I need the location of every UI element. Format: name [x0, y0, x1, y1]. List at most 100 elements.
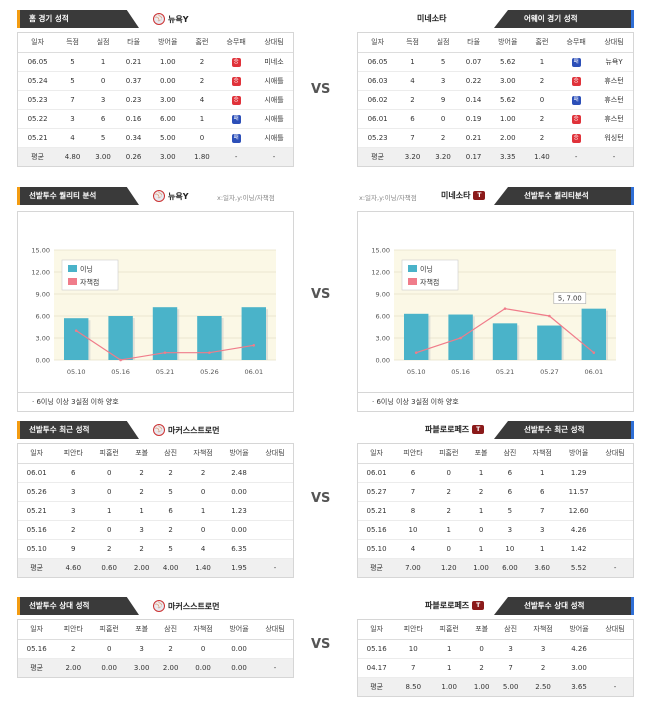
average-row: 평균 8.50 1.00 1.00 5.00 2.50 3.65-: [358, 677, 633, 696]
table-cell: 1: [466, 463, 496, 483]
line-point: [503, 307, 507, 310]
table-cell: 0: [526, 90, 558, 110]
column-header: 일자: [18, 620, 56, 640]
table-cell: 0.00: [221, 520, 257, 540]
average-cell: 1.80: [186, 147, 218, 166]
table-cell: 뉴욕Y: [595, 52, 633, 72]
average-cell: 7.00: [395, 558, 431, 577]
table-cell: 9: [55, 539, 92, 559]
x-tick-label: 05.10: [407, 368, 426, 376]
average-cell: 4.80: [57, 147, 88, 166]
table-cell: 2: [430, 482, 467, 502]
table-cell: 0: [91, 482, 128, 502]
average-cell: 3.20: [397, 147, 428, 166]
table-cell: 2: [185, 463, 222, 483]
result-cell: 승: [217, 90, 256, 110]
table-row: 06.05 1 5 0.07 5.62 1 패 뉴욕Y: [358, 52, 633, 72]
table-cell: 06.05: [358, 52, 398, 72]
line-point: [414, 351, 418, 354]
table-cell: 0: [427, 109, 459, 129]
table-row: 05.21 8 2 1 5 7 12.60: [358, 501, 633, 521]
table-cell: 2: [127, 539, 157, 559]
table-cell: 3.00: [488, 71, 527, 91]
average-cell: 1.40: [185, 558, 222, 577]
table-cell: 6: [156, 501, 186, 521]
baseball-logo-icon: ⚾: [153, 600, 165, 612]
table-cell: 2: [186, 52, 218, 72]
table-cell: 2: [397, 90, 428, 110]
column-header: 방어율: [221, 620, 257, 640]
average-cell: 5.52: [560, 558, 598, 577]
y-tick-label: 15.00: [31, 247, 50, 255]
table-cell: 6.00: [148, 109, 187, 129]
table-cell: 1: [185, 501, 222, 521]
average-cell: -: [217, 147, 256, 166]
table-cell: 1: [87, 52, 119, 72]
y-tick-label: 15.00: [371, 247, 390, 255]
table-cell: 05.16: [358, 520, 396, 540]
table-cell: 0: [430, 539, 467, 559]
average-cell: 1.95: [221, 558, 257, 577]
table-cell: 3: [87, 90, 119, 110]
panel-title: 선발투수 상대 성적: [17, 597, 139, 615]
win-badge: 승: [571, 133, 581, 143]
legend-label-earned-runs: 자책점: [80, 278, 99, 287]
quality-chart: 0.00 3.00 6.00 9.00 12.00 15.00 05.10 05.16 05.2…: [357, 211, 634, 393]
column-header: 상대팀: [256, 444, 293, 464]
column-header: 피안타: [395, 620, 432, 640]
average-cell: -: [597, 558, 633, 577]
table-cell: 0: [91, 520, 128, 540]
result-cell: 승: [217, 71, 256, 91]
column-header: 방어율: [561, 620, 597, 640]
average-row: 평균 4.80 3.00 0.26 3.00 1.80- -: [18, 147, 293, 166]
table-cell: 3: [127, 520, 157, 540]
bar-innings: [537, 325, 562, 360]
x-tick-label: 05.21: [156, 368, 175, 376]
table-cell: 3: [427, 71, 459, 91]
bar-innings: [63, 318, 89, 360]
table-cell: 1: [430, 520, 467, 540]
table-cell: 0.00: [148, 71, 187, 91]
pitcher-name: 마커스스트로먼: [168, 425, 220, 435]
table-cell: 2: [467, 658, 497, 678]
chart-note: · 6이닝 이상 3실점 이하 양호: [357, 393, 634, 412]
average-cell: 3.60: [524, 558, 561, 577]
table-cell: 05.26: [18, 482, 56, 502]
column-header: 삼진: [156, 444, 186, 464]
table-cell: 05.10: [358, 539, 396, 559]
line-point: [208, 351, 211, 354]
table-cell: 05.10: [18, 539, 56, 559]
column-header: 일자: [358, 444, 396, 464]
table-cell: 2: [526, 109, 558, 129]
table-cell: 휴스턴: [595, 71, 633, 91]
table-cell: 2.48: [221, 463, 257, 483]
y-tick-label: 9.00: [36, 291, 50, 299]
axis-hint: x:일자,y:이닝/자책점: [359, 194, 417, 202]
table-row: 06.01 6 0 0.19 1.00 2 승 휴스턴: [358, 109, 633, 129]
table-cell: 1: [524, 463, 561, 483]
table-cell: 05.24: [18, 71, 58, 91]
average-cell: -: [255, 147, 293, 166]
table-cell: 1: [524, 539, 561, 559]
x-tick-label: 06.01: [584, 368, 603, 376]
table-cell: 4.26: [560, 520, 598, 540]
panel-title: 홈 경기 성적: [17, 10, 139, 28]
average-cell: -: [595, 147, 633, 166]
table-row: 05.16 2 0 3 2 0 0.00: [18, 520, 293, 540]
vs-label: VS: [311, 82, 331, 97]
table-cell: 5: [87, 128, 119, 148]
x-tick-label: 05.10: [67, 368, 86, 376]
table-cell: 4: [395, 539, 431, 559]
table-cell: 1: [466, 501, 496, 521]
stats-table: 일자 피안타 피홈런 포볼 삼진 자책점 방어율 상대팀 06.01 6 0 2 2 2 2.48 05.26…: [18, 444, 293, 577]
table-row: 06.01 6 0 1 6 1 1.29: [358, 463, 633, 483]
annotation-box: [553, 292, 587, 304]
table-cell: 0: [467, 639, 497, 659]
average-cell: 평균: [358, 558, 396, 577]
average-cell: 1.20: [430, 558, 467, 577]
table-cell: 9: [427, 90, 459, 110]
average-cell: 2.50: [525, 677, 562, 696]
table-cell: 휴스턴: [595, 109, 633, 129]
table-cell: 5.00: [148, 128, 187, 148]
table-cell: 2: [526, 71, 558, 91]
